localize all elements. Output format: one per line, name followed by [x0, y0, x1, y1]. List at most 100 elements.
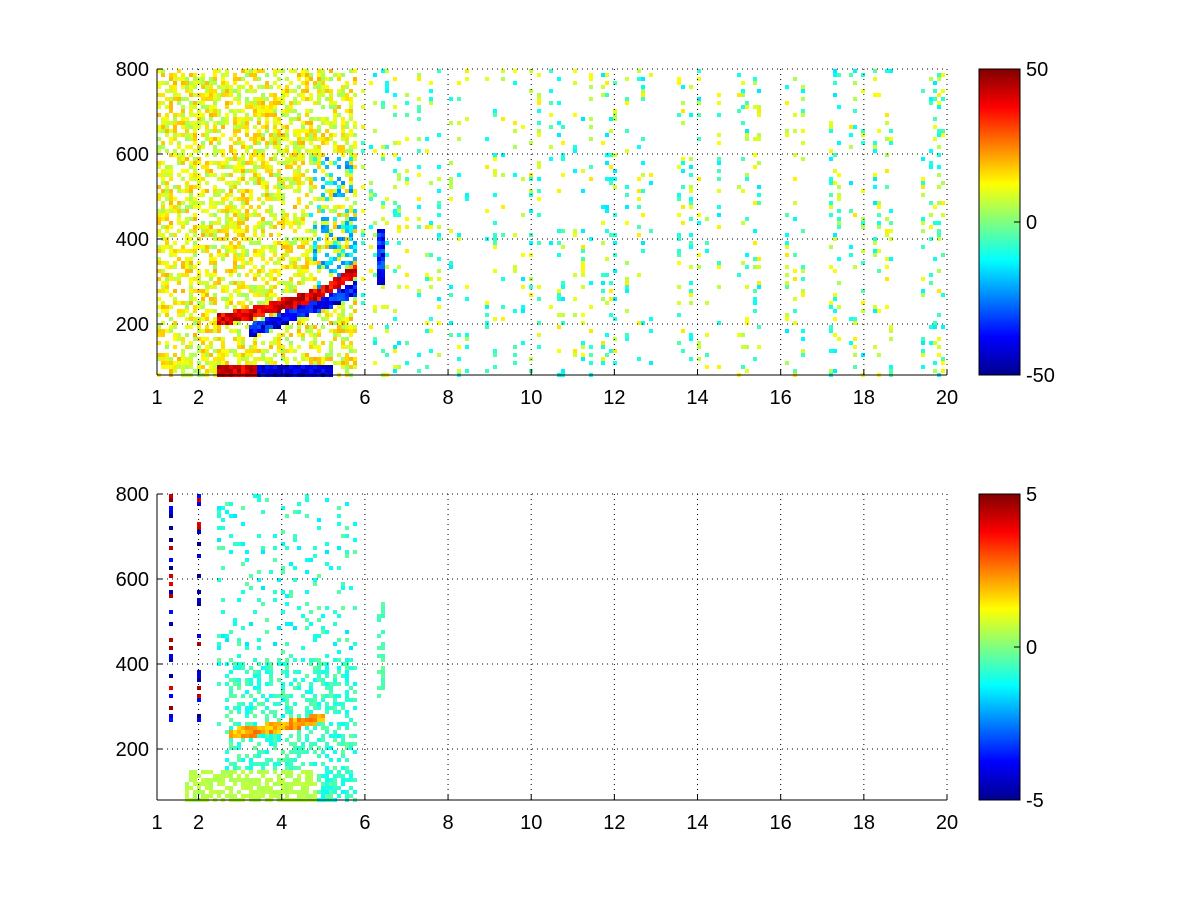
heatmap-cell [309, 774, 313, 778]
heatmap-cell [169, 101, 173, 105]
heatmap-cell [221, 337, 225, 341]
heatmap-cell [233, 734, 237, 738]
heatmap-cell [785, 85, 789, 89]
heatmap-cell [205, 81, 209, 85]
heatmap-cell [257, 674, 261, 678]
heatmap-cell [185, 305, 189, 309]
heatmap-cell [169, 674, 173, 678]
heatmap-cell [241, 245, 245, 249]
heatmap-cell [237, 542, 241, 546]
heatmap-cell [157, 297, 161, 301]
heatmap-cell [181, 149, 185, 153]
heatmap-cell [333, 301, 337, 305]
heatmap-cell [165, 277, 169, 281]
heatmap-cell [341, 97, 345, 101]
heatmap-cell [317, 157, 321, 161]
heatmap-cell [381, 277, 385, 281]
heatmap-cell [281, 125, 285, 129]
heatmap-cell [189, 289, 193, 293]
heatmap-cell [221, 209, 225, 213]
heatmap-cell [493, 245, 497, 249]
heatmap-cell [437, 297, 441, 301]
heatmap-cell [313, 762, 317, 766]
heatmap-cell [689, 233, 693, 237]
heatmap-cell [581, 285, 585, 289]
heatmap-cell [353, 261, 357, 265]
heatmap-cell [289, 309, 293, 313]
heatmap-cell [277, 325, 281, 329]
heatmap-cell [297, 221, 301, 225]
heatmap-cell [353, 309, 357, 313]
heatmap-cell [345, 161, 349, 165]
heatmap-cell [157, 173, 161, 177]
heatmap-cell [581, 341, 585, 345]
heatmap-cell [217, 121, 221, 125]
heatmap-cell [181, 313, 185, 317]
heatmap-cell [297, 165, 301, 169]
heatmap-cell [237, 293, 241, 297]
heatmap-cell [233, 209, 237, 213]
heatmap-cell [185, 85, 189, 89]
heatmap-cell [273, 762, 277, 766]
heatmap-cell [417, 217, 421, 221]
heatmap-cell [273, 185, 277, 189]
heatmap-cell [405, 225, 409, 229]
heatmap-cell [257, 69, 261, 73]
heatmap-cell [301, 313, 305, 317]
heatmap-cell [213, 774, 217, 778]
heatmap-cell [293, 301, 297, 305]
heatmap-cell [285, 786, 289, 790]
heatmap-cell [217, 634, 221, 638]
heatmap-cell [341, 325, 345, 329]
heatmap-cell [213, 229, 217, 233]
heatmap-cell [889, 365, 893, 369]
heatmap-cell [237, 746, 241, 750]
heatmap-cell [257, 105, 261, 109]
heatmap-cell [437, 165, 441, 169]
heatmap-cell [277, 133, 281, 137]
heatmap-cell [641, 97, 645, 101]
heatmap-cell [437, 133, 441, 137]
heatmap-cell [161, 181, 165, 185]
heatmap-cell [757, 285, 761, 289]
heatmap-cell [201, 313, 205, 317]
heatmap-cell [605, 257, 609, 261]
heatmap-cell [169, 177, 173, 181]
heatmap-cell [345, 714, 349, 718]
heatmap-cell [281, 570, 285, 574]
heatmap-cell [209, 137, 213, 141]
heatmap-cell [341, 245, 345, 249]
heatmap-cell [197, 634, 201, 638]
heatmap-cell [417, 353, 421, 357]
heatmap-cell [209, 341, 213, 345]
heatmap-cell [181, 361, 185, 365]
heatmap-cell [197, 674, 201, 678]
heatmap-cell [361, 185, 365, 189]
heatmap-cell [465, 333, 469, 337]
heatmap-cell [169, 714, 173, 718]
heatmap-cell [277, 333, 281, 337]
heatmap-cell [281, 590, 285, 594]
heatmap-cell [233, 261, 237, 265]
heatmap-cell [853, 345, 857, 349]
heatmap-cell [313, 790, 317, 794]
heatmap-cell [417, 137, 421, 141]
heatmap-cell [561, 285, 565, 289]
heatmap-cell [321, 626, 325, 630]
heatmap-cell [197, 281, 201, 285]
heatmap-cell [269, 722, 273, 726]
heatmap-cell [737, 273, 741, 277]
heatmap-cell [249, 197, 253, 201]
heatmap-cell [229, 157, 233, 161]
heatmap-cell [537, 129, 541, 133]
heatmap-cell [309, 237, 313, 241]
heatmap-cell [425, 273, 429, 277]
heatmap-cell [745, 369, 749, 373]
heatmap-cell [269, 674, 273, 678]
heatmap-cell [161, 261, 165, 265]
heatmap-cell [349, 237, 353, 241]
heatmap-cell [201, 281, 205, 285]
heatmap-cell [605, 133, 609, 137]
heatmap-cell [333, 277, 337, 281]
heatmap-cell [329, 305, 333, 309]
